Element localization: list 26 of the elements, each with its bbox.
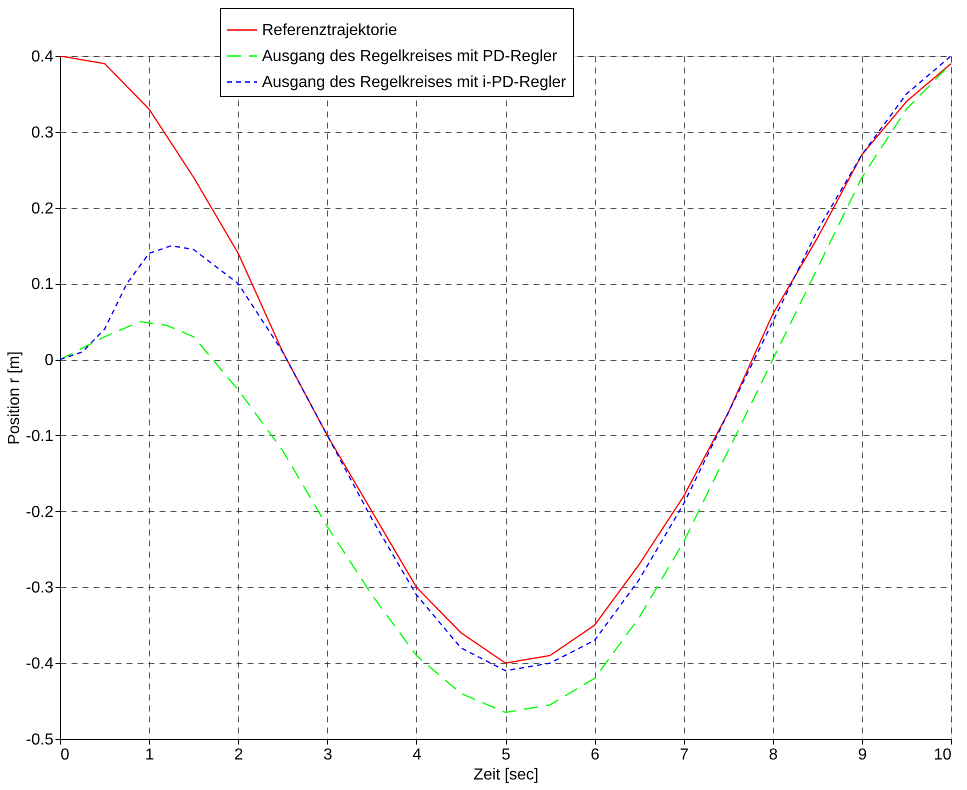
y-axis-title: Position r [m] [6,351,23,445]
x-tick-label: 6 [590,746,600,764]
y-tick-label: -0.4 [26,656,54,673]
y-tick-label: 0.3 [31,124,54,142]
x-tick-label: 1 [145,746,154,764]
y-tick-label: 0 [44,352,54,370]
x-tick-label: 3 [323,746,332,764]
y-tick-label: -0.3 [26,580,54,597]
x-tick-label: 4 [412,746,422,764]
legend-label: Referenztrajektorie [262,22,398,39]
y-tick-label: -0.2 [26,504,54,521]
x-tick-label: 2 [234,746,244,764]
x-tick-label: 9 [858,746,867,764]
y-tick-label: 0.4 [31,48,54,66]
legend-label: Ausgang des Regelkreises mit i-PD-Regler [262,74,567,91]
x-axis-title: Zeit [sec] [474,766,538,784]
x-tick-label: 0 [60,746,70,764]
x-tick-label: 8 [768,746,778,764]
y-tick-label: 0.1 [31,276,54,294]
legend-label: Ausgang des Regelkreises mit PD-Regler [262,48,558,65]
y-tick-label: -0.5 [26,732,54,748]
y-tick-label: 0.2 [31,200,54,218]
x-tick-label: 7 [680,746,689,764]
y-tick-label: -0.1 [26,428,54,445]
x-tick-label: 5 [502,746,511,764]
x-tick-label: 10 [934,746,952,764]
